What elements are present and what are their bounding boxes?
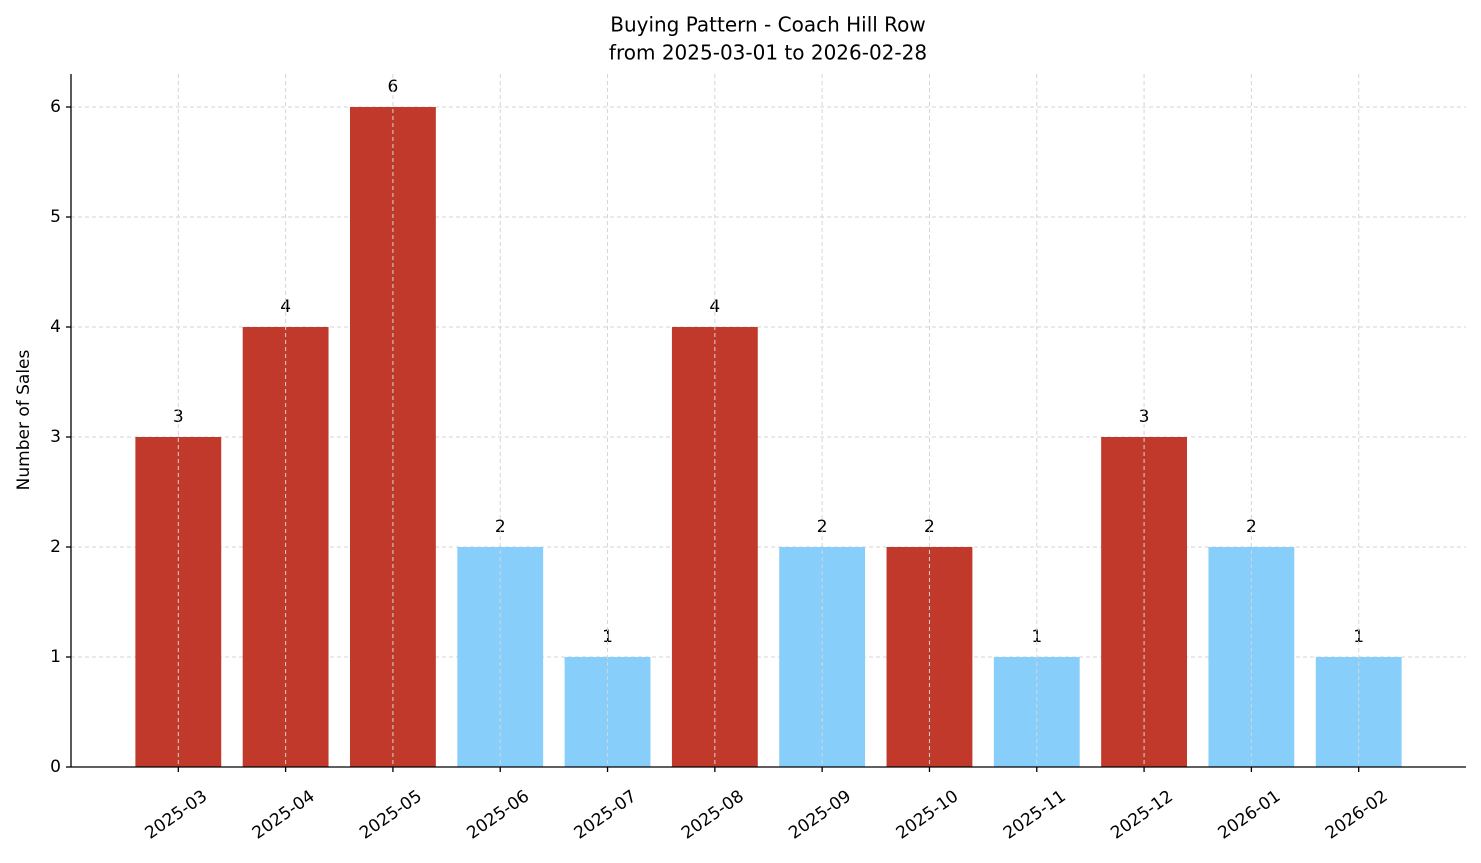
y-tick-label: 1	[50, 647, 61, 667]
x-tick-label: 2026-01	[1215, 786, 1285, 843]
x-tick-label: 2025-11	[1000, 786, 1070, 843]
x-tick-label: 2025-10	[893, 786, 963, 843]
x-tick-label: 2025-05	[356, 786, 426, 843]
x-tick-label: 2025-12	[1107, 786, 1177, 843]
x-tick-label: 2025-06	[463, 786, 533, 843]
value-label: 2	[495, 517, 506, 537]
x-tick-label: 2025-09	[785, 786, 855, 843]
x-tick-label: 2025-03	[141, 786, 211, 843]
x-tick-label: 2026-02	[1322, 786, 1392, 843]
value-label: 2	[817, 517, 828, 537]
bar	[350, 107, 436, 767]
value-label: 2	[924, 517, 935, 537]
y-tick-label: 2	[50, 537, 61, 557]
chart-title: Buying Pattern - Coach Hill Row	[610, 13, 926, 37]
y-tick-label: 0	[50, 757, 61, 777]
y-tick-label: 4	[50, 317, 61, 337]
x-tick-label: 2025-04	[249, 786, 319, 843]
y-axis-label: Number of Sales	[14, 349, 34, 490]
chart-subtitle: from 2025-03-01 to 2026-02-28	[609, 41, 927, 65]
value-label: 6	[388, 77, 399, 97]
x-tick-label: 2025-08	[678, 786, 748, 843]
x-tick-label: 2025-07	[571, 786, 641, 843]
value-label: 2	[1246, 517, 1257, 537]
y-tick-label: 5	[50, 207, 61, 227]
y-tick-label: 3	[50, 427, 61, 447]
y-tick-label: 6	[50, 97, 61, 117]
